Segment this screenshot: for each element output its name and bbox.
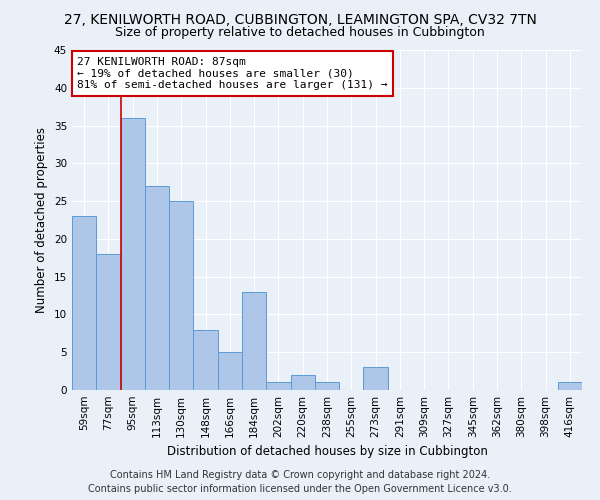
Bar bbox=[315, 382, 339, 390]
Bar bbox=[145, 186, 169, 390]
X-axis label: Distribution of detached houses by size in Cubbington: Distribution of detached houses by size … bbox=[167, 446, 487, 458]
Bar bbox=[121, 118, 145, 390]
Text: Size of property relative to detached houses in Cubbington: Size of property relative to detached ho… bbox=[115, 26, 485, 39]
Bar bbox=[96, 254, 121, 390]
Bar bbox=[364, 368, 388, 390]
Y-axis label: Number of detached properties: Number of detached properties bbox=[35, 127, 49, 313]
Bar bbox=[290, 375, 315, 390]
Bar bbox=[558, 382, 582, 390]
Bar bbox=[169, 201, 193, 390]
Bar bbox=[72, 216, 96, 390]
Bar bbox=[266, 382, 290, 390]
Text: 27 KENILWORTH ROAD: 87sqm
← 19% of detached houses are smaller (30)
81% of semi-: 27 KENILWORTH ROAD: 87sqm ← 19% of detac… bbox=[77, 57, 388, 90]
Text: Contains HM Land Registry data © Crown copyright and database right 2024.
Contai: Contains HM Land Registry data © Crown c… bbox=[88, 470, 512, 494]
Text: 27, KENILWORTH ROAD, CUBBINGTON, LEAMINGTON SPA, CV32 7TN: 27, KENILWORTH ROAD, CUBBINGTON, LEAMING… bbox=[64, 12, 536, 26]
Bar bbox=[218, 352, 242, 390]
Bar bbox=[242, 292, 266, 390]
Bar bbox=[193, 330, 218, 390]
